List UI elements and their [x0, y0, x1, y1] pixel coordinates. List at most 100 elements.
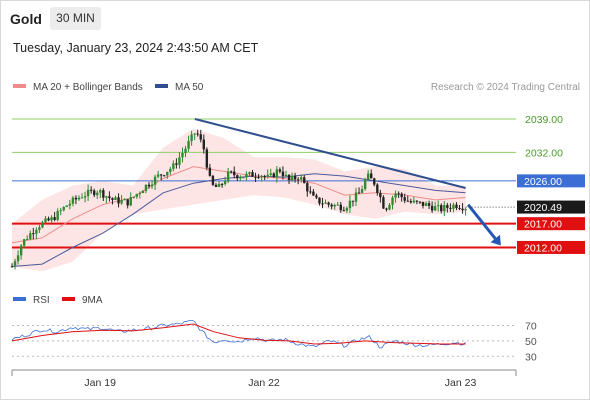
- legend-rsi: RSI 9MA: [13, 295, 103, 306]
- candle-body: [321, 203, 324, 205]
- candle-body: [211, 175, 215, 185]
- level-label-2017-00-bg: [517, 217, 585, 231]
- price-panel: 2039.00 2032.00 2026.00 2017.00 2012.00 2020.…: [10, 114, 585, 272]
- candle-body: [385, 208, 388, 210]
- candle-body: [315, 195, 318, 198]
- candle-body: [403, 197, 406, 201]
- candle-body: [278, 169, 282, 172]
- candle-body: [175, 163, 178, 165]
- bollinger-band: [12, 128, 466, 272]
- candle-body: [394, 193, 397, 198]
- legend-main: MA 20 + Bollinger Bands MA 50 Research ©…: [13, 82, 580, 93]
- level-label-2017-00: 2017.00: [524, 219, 562, 231]
- rsi-ma9-line: [11, 323, 466, 345]
- legend-9ma-swatch: [62, 297, 75, 301]
- candle-body: [29, 233, 32, 240]
- candle-body: [373, 178, 376, 185]
- ma50-line: [11, 173, 466, 267]
- candle-body: [65, 205, 68, 207]
- level-label-2039-00: 2039.00: [525, 114, 563, 126]
- candle-body: [163, 175, 166, 177]
- candle-body: [196, 133, 199, 135]
- level-label-2026-00: 2026.00: [524, 176, 562, 188]
- candle-body: [77, 197, 81, 200]
- candle-body: [71, 197, 75, 204]
- timeframe-button[interactable]: 30 MIN: [50, 7, 101, 30]
- candle-body: [135, 193, 139, 197]
- candle-body: [245, 173, 248, 178]
- candle-body: [32, 233, 35, 235]
- candle-body: [99, 190, 102, 193]
- candle-body: [214, 184, 218, 187]
- current-price-label-bg: [517, 200, 585, 214]
- rsi-tick-70: 70: [525, 321, 537, 333]
- candle-body: [193, 133, 196, 135]
- trendline: [194, 118, 466, 189]
- candle-body: [208, 167, 212, 176]
- candle-body: [96, 192, 99, 196]
- candle-body: [38, 227, 41, 230]
- candle-body: [223, 180, 227, 185]
- candle-body: [287, 174, 291, 181]
- candle-body: [226, 171, 230, 181]
- candle-body: [132, 196, 135, 198]
- candle-body: [415, 200, 419, 202]
- candle-body: [446, 205, 449, 208]
- forecast-arrow-shaft: [466, 203, 497, 240]
- legend-ma20-swatch: [13, 84, 26, 88]
- candle-body: [452, 204, 455, 209]
- candle-body: [366, 173, 370, 180]
- candle-body: [327, 202, 330, 205]
- candle-body: [233, 171, 236, 176]
- candle-body: [172, 163, 175, 169]
- candle-body: [184, 148, 187, 154]
- candle-body: [324, 202, 327, 204]
- candle-body: [114, 197, 117, 200]
- credit-text: Research © 2024 Trading Central: [431, 82, 580, 93]
- candle-body: [19, 245, 23, 256]
- candle-body: [443, 205, 446, 212]
- candle-body: [430, 205, 434, 211]
- candle-body: [92, 190, 96, 196]
- candle-body: [342, 210, 346, 212]
- candle-body: [260, 176, 263, 178]
- level-label-2026-00-bg: [517, 174, 585, 188]
- candle-body: [333, 204, 336, 207]
- candle-body: [44, 218, 47, 223]
- candle-body: [26, 239, 29, 241]
- candle-body: [242, 177, 245, 179]
- candle-body: [458, 207, 461, 209]
- candle-body: [296, 179, 300, 181]
- legend-ma50-swatch: [155, 84, 168, 88]
- candle-body: [56, 210, 59, 220]
- rsi-line: [11, 319, 466, 349]
- instrument-title: Gold: [10, 11, 42, 27]
- legend-rsi-swatch: [13, 297, 26, 301]
- candle-body: [424, 203, 428, 206]
- legend-rsi-label: RSI: [33, 295, 50, 306]
- candle-body: [166, 171, 169, 176]
- candle-body: [86, 189, 90, 197]
- candle-body: [217, 183, 221, 187]
- candle-body: [120, 200, 123, 204]
- candle-body: [437, 205, 440, 207]
- candle-body: [336, 204, 339, 206]
- candle-body: [312, 191, 315, 196]
- candle-body: [190, 134, 193, 141]
- candle-body: [16, 255, 20, 262]
- candle-body: [169, 168, 172, 172]
- candle-body: [123, 199, 126, 201]
- candle-body: [80, 197, 84, 199]
- candle-body: [254, 176, 257, 178]
- candle-body: [35, 229, 38, 234]
- candle-body: [449, 207, 452, 209]
- candle-body: [306, 183, 309, 192]
- candle-body: [13, 261, 17, 267]
- candle-body: [205, 149, 209, 168]
- candle-body: [83, 196, 87, 198]
- candle-body: [354, 192, 358, 202]
- candle-body: [10, 266, 14, 268]
- candle-body: [236, 175, 239, 179]
- candle-body: [248, 172, 251, 174]
